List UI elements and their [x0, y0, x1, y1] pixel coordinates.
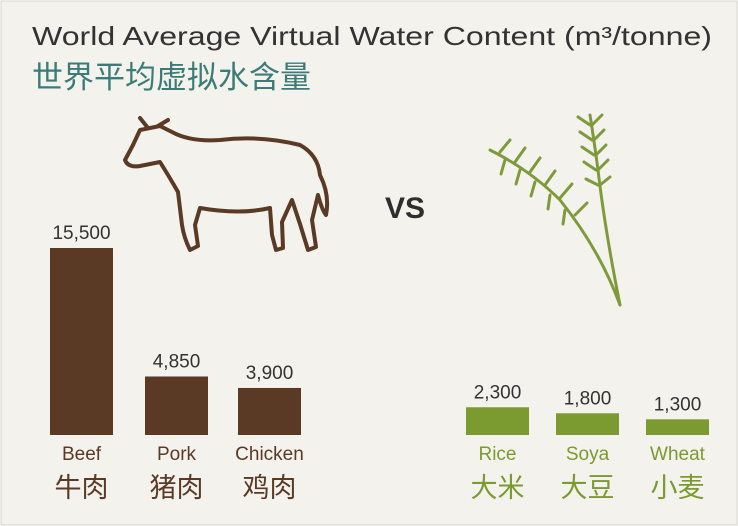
category-label-zh: 大豆 [561, 473, 615, 503]
value-label: 4,850 [153, 352, 201, 373]
chart-subtitle: 世界平均虚拟水含量 [32, 60, 311, 95]
category-label: Rice [478, 444, 516, 465]
value-label: 15,500 [52, 223, 110, 244]
category-label: Pork [157, 444, 197, 465]
chart-title: World Average Virtual Water Content (m³/… [32, 21, 712, 51]
bar [646, 419, 709, 435]
annotation: VS [385, 192, 425, 225]
value-label: 1,300 [654, 394, 702, 415]
value-label: 1,800 [564, 388, 612, 409]
category-label-zh: 牛肉 [55, 473, 109, 503]
cow-icon [123, 116, 330, 252]
category-label: Wheat [650, 444, 706, 465]
category-label-zh: 鸡肉 [243, 473, 297, 503]
category-label: Soya [566, 444, 610, 465]
bar [145, 376, 208, 435]
category-label: Beef [62, 444, 102, 465]
value-label: 2,300 [474, 382, 522, 403]
bar [50, 248, 113, 435]
value-label: 3,900 [246, 363, 294, 384]
category-label: Chicken [235, 444, 304, 465]
category-label-zh: 猪肉 [150, 473, 204, 503]
category-label-zh: 小麦 [651, 473, 705, 503]
bar [556, 413, 619, 435]
bar [238, 387, 301, 435]
bar [466, 407, 529, 435]
category-label-zh: 大米 [471, 473, 525, 503]
wheat-icon [488, 113, 622, 307]
